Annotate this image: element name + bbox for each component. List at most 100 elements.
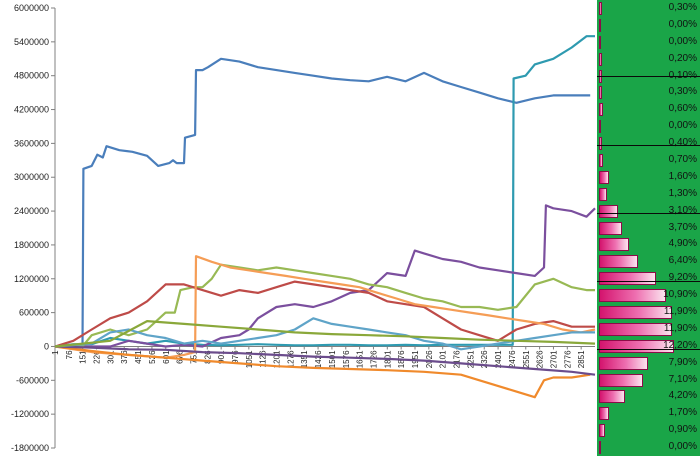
series-line-5 [54, 280, 595, 348]
distribution-value-label: 0,90% [668, 424, 697, 436]
distribution-value-label: 1,60% [668, 170, 697, 182]
distribution-value-label: 0,60% [668, 103, 697, 115]
distribution-row: 7,10% [597, 372, 700, 389]
distribution-row: 0,60% [597, 101, 700, 118]
distribution-value-label: 0,30% [668, 2, 697, 13]
distribution-value-label: 0,10% [669, 69, 697, 83]
distribution-row: 6,40% [597, 253, 700, 270]
series-line-9 [54, 317, 595, 351]
y-tick-label: 1200000 [14, 274, 49, 284]
x-tick-label: 2026 [425, 350, 434, 368]
series-line-8 [54, 345, 596, 376]
distribution-value-label: 0,00% [668, 120, 697, 132]
distribution-row: 1,60% [597, 169, 700, 186]
distribution-value-label: 0,70% [668, 154, 697, 165]
distribution-value-label: 4,20% [668, 390, 697, 402]
x-tick-label: 1426 [314, 350, 323, 368]
y-tick-label: 0 [44, 341, 49, 351]
x-tick-label: 1276 [286, 350, 295, 368]
series-line-6 [54, 255, 596, 359]
distribution-value-label: 3,70% [668, 221, 697, 233]
x-tick-label: 901 [217, 350, 226, 364]
distribution-bar [599, 322, 673, 336]
distribution-row: 12,20% [597, 338, 700, 355]
distribution-bar [599, 356, 648, 370]
distribution-row: 0,00% [597, 439, 700, 456]
distribution-row: 0,30% [597, 0, 700, 17]
distribution-bar [599, 373, 643, 387]
distribution-bar [599, 137, 602, 151]
distribution-value-label: 7,90% [668, 356, 697, 368]
distribution-bar [599, 86, 602, 100]
distribution-value-label: 0,00% [668, 441, 697, 453]
y-tick-label: 6000000 [14, 3, 49, 13]
x-tick-label: 1051 [245, 350, 254, 368]
x-tick-label: 1126 [259, 350, 268, 368]
x-tick-label: 226 [93, 350, 102, 364]
distribution-bar [599, 407, 610, 421]
x-tick-label: 751 [189, 350, 198, 364]
distribution-bar [599, 272, 656, 286]
y-tick-label: 4200000 [14, 105, 49, 115]
x-tick-label: 376 [120, 350, 129, 364]
x-tick-label: 2476 [508, 350, 517, 368]
distribution-bar [599, 170, 609, 184]
distribution-value-label: 7,10% [668, 373, 697, 385]
distribution-row: 7,90% [597, 355, 700, 372]
x-tick-label: 2401 [494, 350, 503, 368]
y-tick-label: 1800000 [14, 240, 49, 250]
distribution-bar [599, 52, 602, 66]
panel-separator [597, 76, 700, 77]
distribution-row: 1,70% [597, 405, 700, 422]
x-tick-label: 451 [134, 350, 143, 364]
distribution-row: 1,30% [597, 186, 700, 203]
line-chart: 6000000540000048000004200000360000030000… [11, 3, 596, 453]
x-tick-label: 826 [203, 350, 212, 364]
distribution-value-label: 11,90% [663, 322, 697, 334]
panel-separator [597, 213, 700, 214]
y-tick-label: -1200000 [11, 409, 49, 419]
distribution-value-label: 11,90% [663, 306, 697, 317]
distribution-bar [599, 289, 666, 303]
distribution-bar [599, 221, 622, 235]
y-tick-label: 4800000 [14, 71, 49, 81]
distribution-bar [599, 390, 625, 404]
series-line-1 [55, 57, 591, 348]
distribution-value-label: 1,30% [668, 187, 697, 199]
distribution-bar [599, 187, 607, 201]
distribution-row: 3,10% [597, 203, 700, 220]
distribution-row: 0,20% [597, 51, 700, 68]
distribution-bar [599, 424, 605, 438]
series-line-2 [54, 35, 595, 348]
x-tick-label: 2101 [439, 350, 448, 368]
distribution-bar [599, 238, 630, 252]
y-tick-label: 2400000 [14, 206, 49, 216]
x-tick-label: 1501 [328, 350, 337, 368]
y-tick-label: 3600000 [14, 138, 49, 148]
distribution-bar [599, 154, 604, 167]
distribution-bar [599, 441, 601, 455]
distribution-bar [599, 204, 619, 218]
distribution-value-label: 0,00% [668, 18, 697, 30]
distribution-row: 11,90% [597, 304, 700, 321]
distribution-bar [599, 120, 601, 134]
panel-separator [597, 349, 700, 350]
distribution-row: 0,40% [597, 135, 700, 152]
x-tick-label: 2626 [536, 350, 545, 368]
y-tick-label: 5400000 [14, 37, 49, 47]
panel-separator [597, 145, 700, 146]
x-tick-label: 1 [51, 350, 60, 355]
distribution-bar [599, 2, 602, 15]
distribution-row: 9,20% [597, 270, 700, 287]
y-tick-label: -600000 [16, 375, 49, 385]
x-tick-label: 1576 [342, 350, 351, 368]
panel-separator [597, 281, 700, 282]
x-tick-label: 2326 [480, 350, 489, 368]
series-line-10 [54, 320, 596, 348]
distribution-row: 0,70% [597, 152, 700, 169]
distribution-row: 10,90% [597, 287, 700, 304]
distribution-bar [599, 18, 601, 32]
distribution-row: 0,00% [597, 34, 700, 51]
x-tick-label: 1201 [273, 350, 282, 368]
x-tick-label: 2551 [522, 350, 531, 368]
